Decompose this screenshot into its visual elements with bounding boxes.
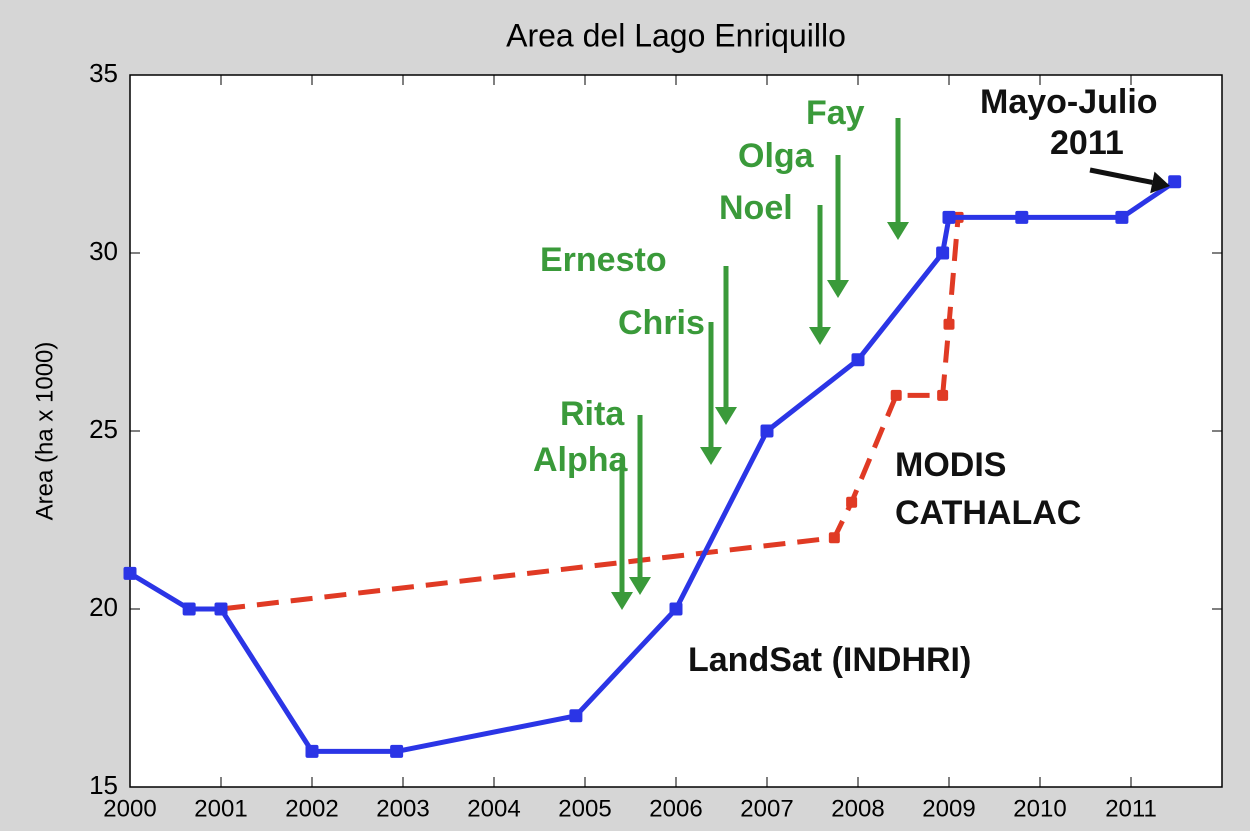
point — [846, 496, 858, 508]
annotation: Rita — [560, 395, 625, 433]
x-tick-label: 2006 — [649, 795, 702, 822]
point — [890, 389, 902, 401]
arrow-head — [700, 447, 722, 465]
annotation: MODIS — [895, 446, 1006, 484]
x-tick-label: 2000 — [103, 795, 156, 822]
arrow-head — [827, 280, 849, 298]
point — [828, 532, 840, 544]
series-label: LandSat (INDHRI) — [688, 641, 971, 679]
annotation: Ernesto — [540, 241, 667, 279]
point — [760, 424, 774, 438]
arrow-head — [629, 577, 651, 595]
point — [569, 709, 583, 723]
annotation: Noel — [719, 189, 793, 227]
point — [305, 744, 319, 758]
arrow — [1089, 167, 1153, 185]
annotation: Olga — [738, 137, 815, 175]
y-tick-label: 25 — [89, 414, 118, 444]
series-line — [128, 179, 1177, 754]
point — [669, 602, 683, 616]
x-tick-label: 2009 — [922, 795, 975, 822]
arrow-head — [611, 592, 633, 610]
annotation: Fay — [806, 94, 865, 132]
arrow-head — [1150, 171, 1170, 194]
chart-title: Area del Lago Enriquillo — [506, 17, 846, 53]
x-tick-label: 2004 — [467, 795, 520, 822]
plot-area — [129, 74, 1223, 788]
x-tick-label: 2007 — [740, 795, 793, 822]
annotation: Chris — [618, 304, 705, 342]
x-tick-label: 2003 — [376, 795, 429, 822]
y-axis-label: Area (ha x 1000) — [31, 342, 58, 521]
y-tick-label: 30 — [89, 236, 118, 266]
point — [943, 318, 955, 330]
arrow-head — [887, 222, 909, 240]
y-tick-label: 15 — [89, 770, 118, 800]
x-tick-label: 2010 — [1013, 795, 1066, 822]
point — [851, 353, 865, 367]
x-tick-label: 2011 — [1105, 795, 1157, 822]
annotation: 2011 — [1050, 124, 1124, 162]
point — [942, 210, 956, 224]
x-tick-label: 2001 — [194, 795, 247, 822]
point — [937, 389, 949, 401]
point — [390, 744, 404, 758]
point — [1115, 210, 1129, 224]
annotation: Mayo-Julio — [980, 83, 1158, 121]
x-tick-label: 2002 — [285, 795, 338, 822]
arrow-head — [715, 407, 737, 425]
annotation: CATHALAC — [895, 494, 1081, 532]
point — [214, 602, 228, 616]
point — [1168, 175, 1182, 189]
x-tick-label: 2005 — [558, 795, 611, 822]
point — [123, 566, 137, 580]
annotation: Alpha — [533, 441, 629, 479]
point — [182, 602, 196, 616]
x-tick-label: 2008 — [831, 795, 884, 822]
point — [936, 246, 950, 260]
point — [1015, 210, 1029, 224]
arrow-head — [809, 327, 831, 345]
y-tick-label: 35 — [89, 58, 118, 88]
y-tick-label: 20 — [89, 592, 118, 622]
